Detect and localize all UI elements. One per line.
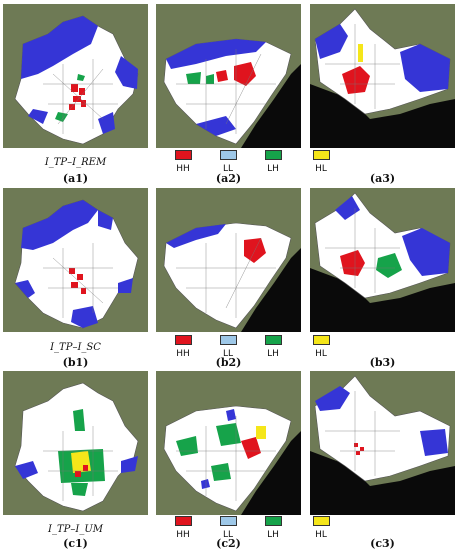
swatch-hl: [312, 150, 330, 160]
map-c3-valencia: [310, 371, 455, 515]
cold-cluster-northeast: [98, 210, 113, 230]
hot-cluster: [340, 250, 365, 276]
cold-cluster-north: [166, 224, 226, 248]
swatch-lh: [264, 150, 282, 160]
cold-cluster-north: [21, 16, 98, 79]
legend-row-b: HH LL LH HL: [163, 335, 343, 363]
legend-item-ll: LL: [208, 516, 248, 540]
lh-cluster-2: [77, 74, 85, 81]
swatch-hh: [174, 150, 192, 160]
map-a1-madrid: [3, 4, 148, 148]
cold-cluster-east: [402, 228, 450, 276]
lh-cluster-south: [211, 463, 231, 481]
caption-c3: (c3): [370, 537, 395, 550]
hot-cluster: [241, 437, 261, 459]
lh-cluster: [55, 112, 68, 122]
legend-item-hh: HH: [163, 335, 203, 359]
legend-item-hh: HH: [163, 516, 203, 540]
caption-b3: (b3): [369, 356, 396, 369]
lh-cluster-2: [206, 74, 214, 84]
cold-cluster-east: [420, 429, 448, 456]
cold-cluster-south: [28, 109, 48, 124]
legend-item-hl: HL: [301, 516, 341, 540]
swatch-lh: [264, 516, 282, 526]
lh-cluster-south: [71, 483, 88, 496]
swatch-hl: [312, 516, 330, 526]
cold-cluster-east: [115, 56, 138, 89]
caption-a1: (a1): [62, 172, 89, 185]
swatch-lh: [264, 335, 282, 345]
map-a2-barcelona: [156, 4, 301, 148]
formula-row-a: I_TP–I_REM: [44, 157, 107, 168]
cold-cluster-west: [15, 280, 35, 298]
formula-row-b: I_TP–I_SC: [50, 342, 101, 353]
sea: [241, 64, 301, 148]
legend-item-lh: LH: [253, 335, 293, 359]
map-a3-valencia: [310, 4, 455, 148]
swatch-hl: [312, 335, 330, 345]
caption-b1: (b1): [62, 356, 89, 369]
legend-item-hl: HL: [301, 150, 341, 174]
caption-a3: (a3): [369, 172, 396, 185]
cold-cluster-east: [400, 44, 450, 92]
cold-cluster-west: [15, 461, 38, 479]
swatch-ll: [219, 516, 237, 526]
cold-cluster-southeast: [98, 112, 115, 134]
cold-cluster-south: [196, 116, 236, 136]
hot-cluster: [342, 66, 370, 94]
legend-item-hl: HL: [301, 335, 341, 359]
map-c2-barcelona: [156, 371, 301, 515]
map-b3-valencia: [310, 188, 455, 332]
legend-row-a: HH LL LH HL: [163, 150, 343, 178]
map-b2-barcelona: [156, 188, 301, 332]
cold-spot-2: [201, 479, 210, 489]
hot-cluster: [234, 62, 256, 86]
swatch-ll: [219, 335, 237, 345]
legend-row-c: HH LL LH HL: [163, 516, 343, 544]
small-hot-spots: [354, 443, 364, 455]
cold-cluster-south: [71, 306, 98, 328]
hot-cluster-2: [216, 70, 228, 82]
legend-item-lh: LH: [253, 150, 293, 174]
caption-a2: (a2): [215, 172, 242, 185]
formula-row-c: I_TP–I_UM: [48, 524, 103, 535]
center-hot-spots: [69, 268, 86, 294]
swatch-ll: [219, 150, 237, 160]
cold-cluster-west: [335, 196, 360, 220]
map-c1-madrid: [3, 371, 148, 515]
cold-cluster-west: [315, 24, 348, 59]
cold-cluster-east: [121, 456, 138, 473]
hl-spot: [358, 44, 363, 62]
cold-cluster-north: [21, 200, 98, 250]
hot-cluster: [244, 238, 266, 263]
swatch-hh: [174, 335, 192, 345]
cold-spots: [226, 409, 236, 421]
cold-cluster-north: [166, 39, 266, 69]
legend-item-lh: LH: [253, 516, 293, 540]
lh-cluster-center: [216, 423, 241, 446]
legend-item-ll: LL: [208, 150, 248, 174]
lh-cluster-north: [73, 409, 85, 431]
center-hot-spots: [75, 465, 88, 477]
lh-cluster: [186, 72, 201, 84]
hl-cluster: [256, 426, 266, 439]
legend-item-ll: LL: [208, 335, 248, 359]
map-b1-madrid: [3, 188, 148, 332]
cold-cluster-east: [118, 278, 133, 293]
district-lines: [43, 59, 118, 134]
caption-c1: (c1): [63, 537, 88, 550]
lh-cluster: [376, 253, 402, 278]
legend-item-hh: HH: [163, 150, 203, 174]
swatch-hh: [174, 516, 192, 526]
cold-cluster-north: [315, 386, 350, 411]
caption-c2: (c2): [216, 537, 241, 550]
caption-b2: (b2): [215, 356, 242, 369]
